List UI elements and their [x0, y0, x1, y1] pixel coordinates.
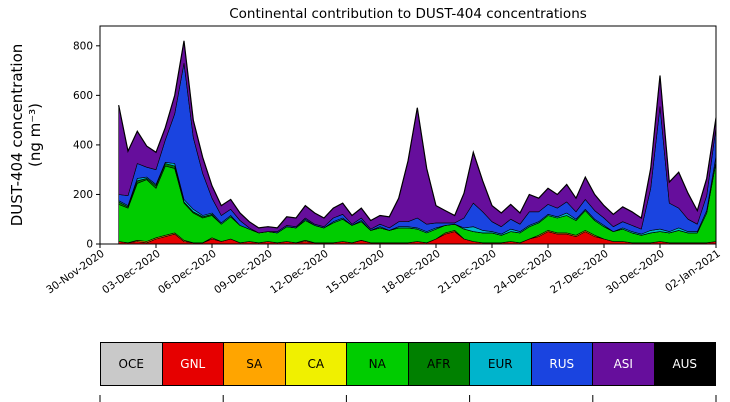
- total-outline: [118, 40, 717, 229]
- legend-partial-row-group: [99, 395, 717, 402]
- legend-item-gnl: GNL: [161, 343, 223, 385]
- y-tick-label: 200: [73, 189, 93, 201]
- legend-item-na: NA: [346, 343, 408, 385]
- y-ticks-group: 0 200 400 600 800: [73, 40, 100, 251]
- y-axis-label: DUST-404 concentration(ng m⁻³): [8, 44, 44, 227]
- x-tick-label: 21-Dec-2020: [436, 248, 499, 297]
- legend-item-eur: EUR: [469, 343, 531, 385]
- x-tick-label: 24-Dec-2020: [492, 248, 555, 297]
- stacked-areas-group: [118, 40, 717, 245]
- x-tick-label: 15-Dec-2020: [324, 248, 387, 297]
- x-ticks-group: 30-Nov-202003-Dec-202006-Dec-202009-Dec-…: [44, 244, 723, 297]
- x-tick-label: 18-Dec-2020: [380, 248, 443, 297]
- legend: OCE GNL SA CA NA AFR EUR RUS ASI AUS: [100, 342, 716, 386]
- x-tick-label: 30-Dec-2020: [604, 248, 667, 297]
- y-tick-label: 0: [86, 239, 93, 251]
- x-tick-label: 30-Nov-2020: [44, 248, 106, 297]
- x-tick-label: 12-Dec-2020: [268, 248, 331, 297]
- legend-item-sa: SA: [223, 343, 285, 385]
- axes-group: [99, 25, 717, 245]
- x-tick-label: 02-Jan-2021: [663, 248, 723, 295]
- x-tick-label: 09-Dec-2020: [212, 248, 275, 297]
- y-label-group: DUST-404 concentration(ng m⁻³): [8, 44, 44, 227]
- y-tick-label: 600: [73, 90, 93, 102]
- legend-item-oce: OCE: [101, 343, 162, 385]
- y-tick-label: 400: [73, 139, 93, 151]
- y-tick-label: 800: [73, 40, 93, 52]
- legend-item-rus: RUS: [530, 343, 592, 385]
- chart-title: Continental contribution to DUST-404 con…: [229, 6, 587, 22]
- legend-item-ca: CA: [284, 343, 346, 385]
- legend-item-aus: AUS: [653, 343, 715, 385]
- x-tick-label: 03-Dec-2020: [100, 248, 163, 297]
- x-tick-label: 06-Dec-2020: [156, 248, 219, 297]
- legend-item-afr: AFR: [407, 343, 469, 385]
- legend-item-asi: ASI: [592, 343, 654, 385]
- x-tick-label: 27-Dec-2020: [548, 248, 611, 297]
- plot-border: [99, 25, 717, 245]
